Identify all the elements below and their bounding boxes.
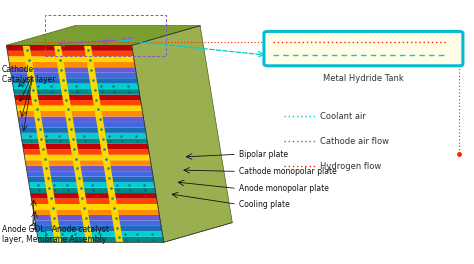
Polygon shape	[31, 199, 157, 204]
Text: Hydrogen flow: Hydrogen flow	[319, 162, 381, 171]
Polygon shape	[32, 204, 158, 209]
Text: Bipolar plate: Bipolar plate	[239, 150, 289, 159]
Text: Cathode air flow: Cathode air flow	[319, 137, 389, 146]
Text: Cathode
Catalyst layer: Cathode Catalyst layer	[1, 64, 55, 84]
Polygon shape	[9, 62, 135, 67]
Polygon shape	[10, 67, 136, 73]
Polygon shape	[24, 155, 150, 160]
Polygon shape	[19, 122, 145, 128]
Polygon shape	[23, 45, 62, 242]
Polygon shape	[26, 166, 152, 171]
Polygon shape	[6, 45, 133, 51]
Text: Cathode monopolar plate: Cathode monopolar plate	[239, 167, 337, 176]
Polygon shape	[29, 182, 155, 188]
Text: Metal Hydride Tank: Metal Hydride Tank	[323, 74, 404, 83]
Polygon shape	[35, 220, 161, 226]
Polygon shape	[20, 128, 146, 133]
Polygon shape	[33, 209, 159, 215]
Polygon shape	[84, 45, 123, 242]
Polygon shape	[17, 111, 143, 116]
Polygon shape	[7, 51, 133, 56]
Polygon shape	[36, 226, 162, 231]
Text: Anode monopolar plate: Anode monopolar plate	[239, 184, 329, 193]
Polygon shape	[12, 78, 138, 84]
Polygon shape	[22, 144, 148, 149]
Polygon shape	[16, 106, 142, 111]
Polygon shape	[30, 193, 156, 199]
Polygon shape	[21, 138, 148, 144]
Polygon shape	[29, 188, 156, 193]
Polygon shape	[21, 133, 147, 138]
Polygon shape	[36, 231, 163, 237]
Polygon shape	[23, 149, 149, 155]
Polygon shape	[8, 56, 134, 62]
Polygon shape	[28, 177, 154, 182]
Polygon shape	[13, 89, 140, 95]
Polygon shape	[34, 215, 160, 220]
Text: Coolant air: Coolant air	[319, 112, 365, 121]
Polygon shape	[6, 26, 200, 45]
Polygon shape	[37, 237, 164, 242]
Polygon shape	[54, 45, 93, 242]
Polygon shape	[15, 100, 141, 106]
Polygon shape	[11, 73, 137, 78]
Polygon shape	[25, 160, 151, 166]
Polygon shape	[14, 95, 140, 100]
Polygon shape	[13, 84, 139, 89]
Text: Cooling plate: Cooling plate	[239, 200, 290, 209]
Polygon shape	[18, 116, 144, 122]
Polygon shape	[27, 171, 153, 177]
FancyBboxPatch shape	[264, 31, 463, 66]
Polygon shape	[132, 26, 232, 242]
Text: Anode GDL,  Anode catalyst
layer, Membrane Assembly: Anode GDL, Anode catalyst layer, Membran…	[1, 225, 109, 244]
